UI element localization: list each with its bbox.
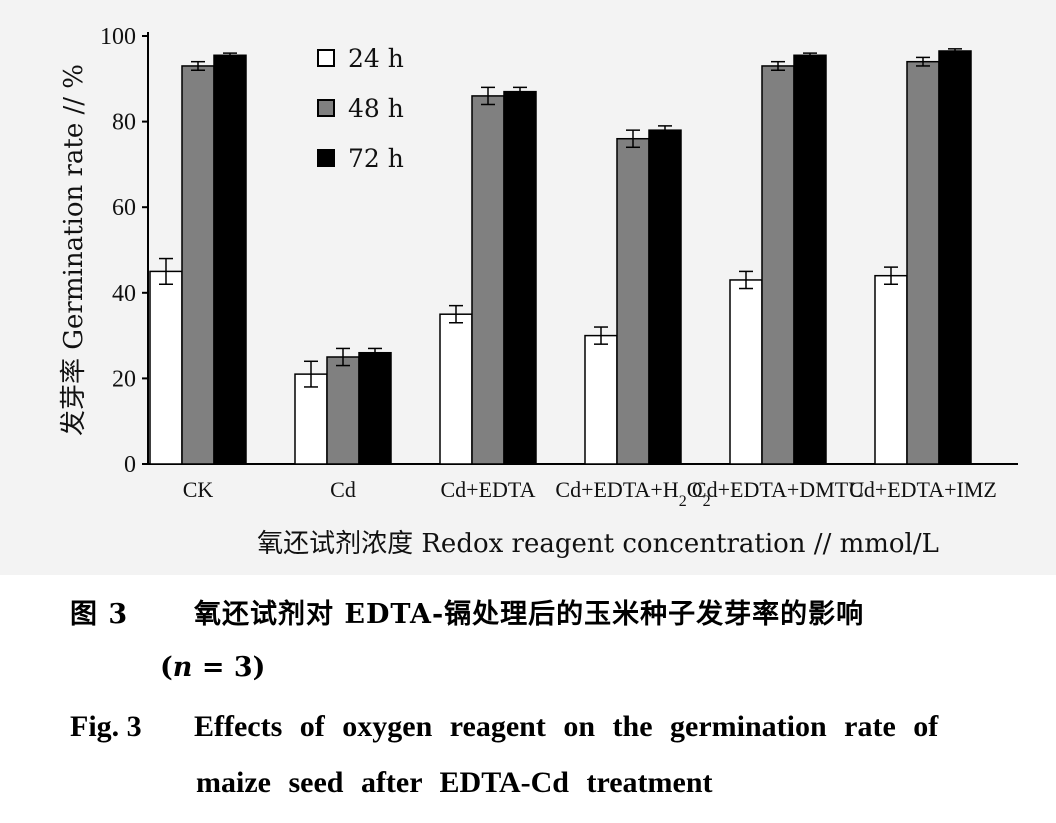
bar-24h-2	[439, 313, 473, 465]
caption-cn-n: n	[172, 652, 193, 683]
bar-48h-5	[906, 60, 940, 465]
caption-en-figure-label: Fig. 3	[70, 710, 142, 743]
x-tick-label: CK	[183, 477, 214, 502]
bar-72h-1	[358, 351, 392, 465]
x-tick-label: Cd+EDTA+H2O2	[555, 477, 710, 510]
legend-swatch-24h	[317, 49, 335, 67]
bar-48h-2	[471, 95, 505, 465]
x-tick-label: Cd	[330, 477, 356, 502]
legend-label: 48 h	[348, 94, 404, 123]
bar-24h-5	[874, 274, 908, 465]
legend-swatch-72h	[317, 149, 335, 167]
caption-en-line1: Fig. 3 Effects of oxygen reagent on the g…	[70, 710, 1056, 744]
caption-en-text: Effects of oxygen reagent on the germina…	[194, 710, 939, 743]
y-tick-label: 60	[112, 195, 136, 221]
legend-swatch-48h	[317, 99, 335, 117]
legend-label: 72 h	[348, 144, 404, 173]
bars	[149, 48, 972, 465]
y-tick-label: 100	[100, 24, 136, 50]
y-tick-label: 80	[112, 110, 136, 136]
caption-en-line2: maize seed after EDTA-Cd treatment	[196, 766, 1056, 800]
bar-48h-0	[181, 65, 215, 465]
bar-24h-3	[584, 334, 618, 465]
y-axis-label: 发芽率 Germination rate // %	[59, 64, 89, 436]
caption-en-text-2: maize seed after EDTA-Cd treatment	[196, 766, 713, 799]
caption-cn-figure-label: 图 3	[70, 599, 129, 630]
bar-72h-0	[213, 54, 247, 465]
caption-cn-n-suffix: = 3)	[192, 652, 266, 683]
y-tick-label: 20	[112, 366, 136, 392]
caption-cn-line1: 图 3 氧还试剂对 EDTA-镉处理后的玉米种子发芽率的影响	[70, 592, 1056, 631]
bar-72h-5	[938, 50, 972, 465]
bar-48h-3	[616, 137, 650, 465]
legend: 24 h 48 h 72 h	[317, 44, 404, 173]
bar-48h-1	[326, 356, 360, 465]
y-tick-label: 40	[112, 281, 136, 307]
x-tick-label: Cd+EDTA+IMZ	[849, 477, 997, 502]
caption-cn-n-prefix: (	[160, 652, 173, 683]
x-axis-label: 氧还试剂浓度 Redox reagent concentration // mm…	[257, 529, 939, 559]
caption-cn-text: 氧还试剂对 EDTA-镉处理后的玉米种子发芽率的影响	[194, 599, 865, 630]
y-tick-label: 0	[124, 452, 136, 478]
x-tick-label: Cd+EDTA	[441, 477, 536, 502]
chart-area: 0 20 40 60 80 100 CK Cd Cd+EDTA Cd+EDTA+H2O2 Cd+ED…	[0, 0, 1056, 575]
bar-72h-2	[503, 90, 537, 465]
bar-48h-4	[761, 65, 795, 465]
bar-72h-4	[793, 54, 827, 465]
bar-72h-3	[648, 129, 682, 465]
legend-label: 24 h	[348, 44, 404, 73]
caption-cn-line2: (n = 3)	[160, 652, 1056, 683]
bar-24h-0	[149, 270, 183, 465]
x-tick-label: Cd+EDTA+DMTU	[692, 477, 864, 502]
bar-24h-4	[729, 279, 763, 465]
